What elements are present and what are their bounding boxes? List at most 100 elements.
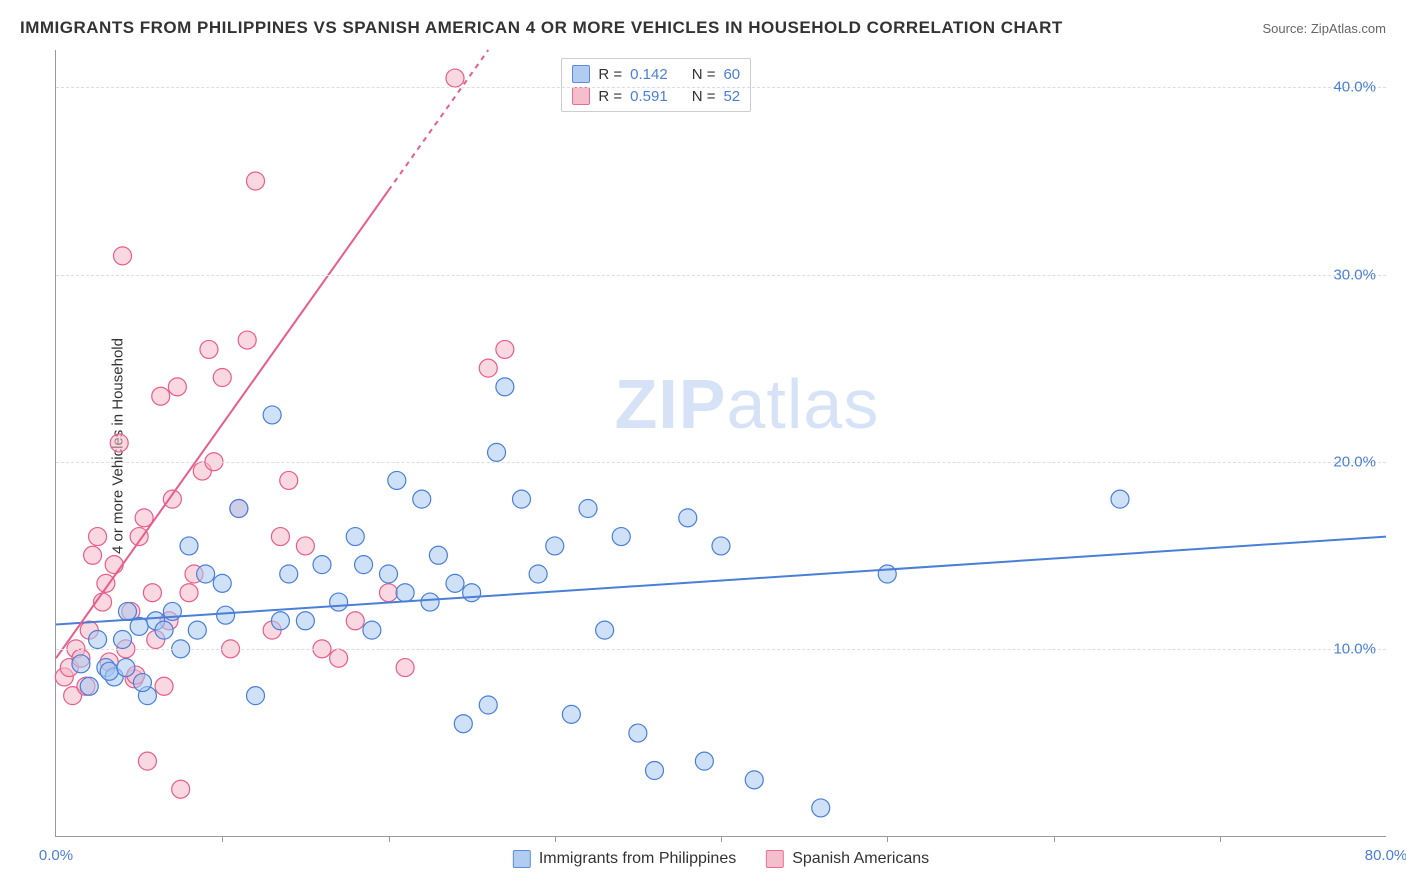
scatter-point-blue	[230, 500, 248, 518]
scatter-point-blue	[247, 687, 265, 705]
scatter-point-pink	[446, 69, 464, 87]
scatter-point-blue	[596, 621, 614, 639]
scatter-point-blue	[429, 546, 447, 564]
scatter-point-pink	[496, 340, 514, 358]
scatter-point-blue	[646, 762, 664, 780]
n-value-blue: 60	[723, 66, 740, 83]
scatter-point-pink	[200, 340, 218, 358]
scatter-point-pink	[143, 584, 161, 602]
scatter-point-blue	[745, 771, 763, 789]
x-tick	[721, 836, 722, 842]
x-tick	[1220, 836, 1221, 842]
scatter-point-blue	[712, 537, 730, 555]
legend-label-pink: Spanish Americans	[792, 850, 929, 868]
n-label: N =	[692, 88, 716, 105]
scatter-point-blue	[197, 565, 215, 583]
x-tick-label: 80.0%	[1365, 847, 1406, 864]
scatter-point-pink	[247, 172, 265, 190]
scatter-point-pink	[396, 659, 414, 677]
scatter-point-blue	[1111, 490, 1129, 508]
scatter-point-blue	[396, 584, 414, 602]
scatter-point-blue	[454, 715, 472, 733]
scatter-point-pink	[346, 612, 364, 630]
scatter-point-blue	[114, 631, 132, 649]
scatter-point-blue	[496, 378, 514, 396]
legend-correlation: R = 0.142 N = 60 R = 0.591 N = 52	[561, 58, 751, 112]
y-tick-label: 30.0%	[1333, 266, 1376, 283]
scatter-point-pink	[213, 369, 231, 387]
scatter-point-blue	[80, 677, 98, 695]
scatter-point-blue	[188, 621, 206, 639]
title-bar: IMMIGRANTS FROM PHILIPPINES VS SPANISH A…	[20, 18, 1386, 38]
scatter-point-pink	[330, 649, 348, 667]
scatter-point-pink	[138, 752, 156, 770]
scatter-point-blue	[100, 662, 118, 680]
scatter-point-blue	[89, 631, 107, 649]
swatch-pink	[766, 850, 784, 868]
scatter-point-pink	[84, 546, 102, 564]
scatter-point-blue	[529, 565, 547, 583]
scatter-point-blue	[280, 565, 298, 583]
scatter-point-blue	[313, 556, 331, 574]
source-link[interactable]: ZipAtlas.com	[1311, 21, 1386, 36]
legend-item-pink: Spanish Americans	[766, 850, 929, 868]
scatter-point-blue	[346, 528, 364, 546]
gridline-h	[56, 87, 1386, 88]
r-label: R =	[598, 66, 622, 83]
scatter-point-pink	[380, 584, 398, 602]
scatter-point-pink	[114, 247, 132, 265]
scatter-point-pink	[105, 556, 123, 574]
scatter-point-pink	[168, 378, 186, 396]
scatter-point-pink	[110, 434, 128, 452]
scatter-point-blue	[380, 565, 398, 583]
scatter-point-blue	[213, 574, 231, 592]
scatter-point-blue	[695, 752, 713, 770]
x-tick	[887, 836, 888, 842]
scatter-point-blue	[72, 655, 90, 673]
x-tick	[1054, 836, 1055, 842]
plot-area: ZIPatlas R = 0.142 N = 60 R = 0.591 N = …	[55, 50, 1386, 837]
y-tick-label: 20.0%	[1333, 453, 1376, 470]
source-credit: Source: ZipAtlas.com	[1262, 21, 1386, 36]
n-label: N =	[692, 66, 716, 83]
r-value-pink: 0.591	[630, 88, 668, 105]
scatter-point-blue	[217, 606, 235, 624]
scatter-point-pink	[180, 584, 198, 602]
trend-line-pink-dashed	[389, 50, 489, 190]
scatter-point-blue	[180, 537, 198, 555]
scatter-point-blue	[413, 490, 431, 508]
scatter-point-blue	[488, 443, 506, 461]
scatter-point-pink	[271, 528, 289, 546]
y-tick-label: 40.0%	[1333, 79, 1376, 96]
scatter-point-blue	[878, 565, 896, 583]
swatch-pink	[572, 87, 590, 105]
scatter-point-blue	[155, 621, 173, 639]
swatch-blue	[572, 65, 590, 83]
scatter-point-blue	[363, 621, 381, 639]
x-tick	[555, 836, 556, 842]
gridline-h	[56, 649, 1386, 650]
x-tick	[389, 836, 390, 842]
scatter-point-blue	[263, 406, 281, 424]
legend-series: Immigrants from Philippines Spanish Amer…	[513, 850, 929, 868]
legend-item-blue: Immigrants from Philippines	[513, 850, 736, 868]
scatter-point-blue	[562, 705, 580, 723]
scatter-point-blue	[479, 696, 497, 714]
scatter-point-blue	[117, 659, 135, 677]
scatter-point-blue	[296, 612, 314, 630]
scatter-point-pink	[172, 780, 190, 798]
scatter-point-blue	[133, 674, 151, 692]
scatter-point-blue	[812, 799, 830, 817]
n-value-pink: 52	[723, 88, 740, 105]
scatter-point-blue	[579, 500, 597, 518]
scatter-point-blue	[679, 509, 697, 527]
scatter-svg	[56, 50, 1386, 836]
scatter-point-pink	[89, 528, 107, 546]
scatter-point-blue	[271, 612, 289, 630]
r-label: R =	[598, 88, 622, 105]
scatter-point-pink	[479, 359, 497, 377]
gridline-h	[56, 275, 1386, 276]
scatter-point-blue	[388, 471, 406, 489]
x-tick-label: 0.0%	[39, 847, 73, 864]
scatter-point-blue	[463, 584, 481, 602]
